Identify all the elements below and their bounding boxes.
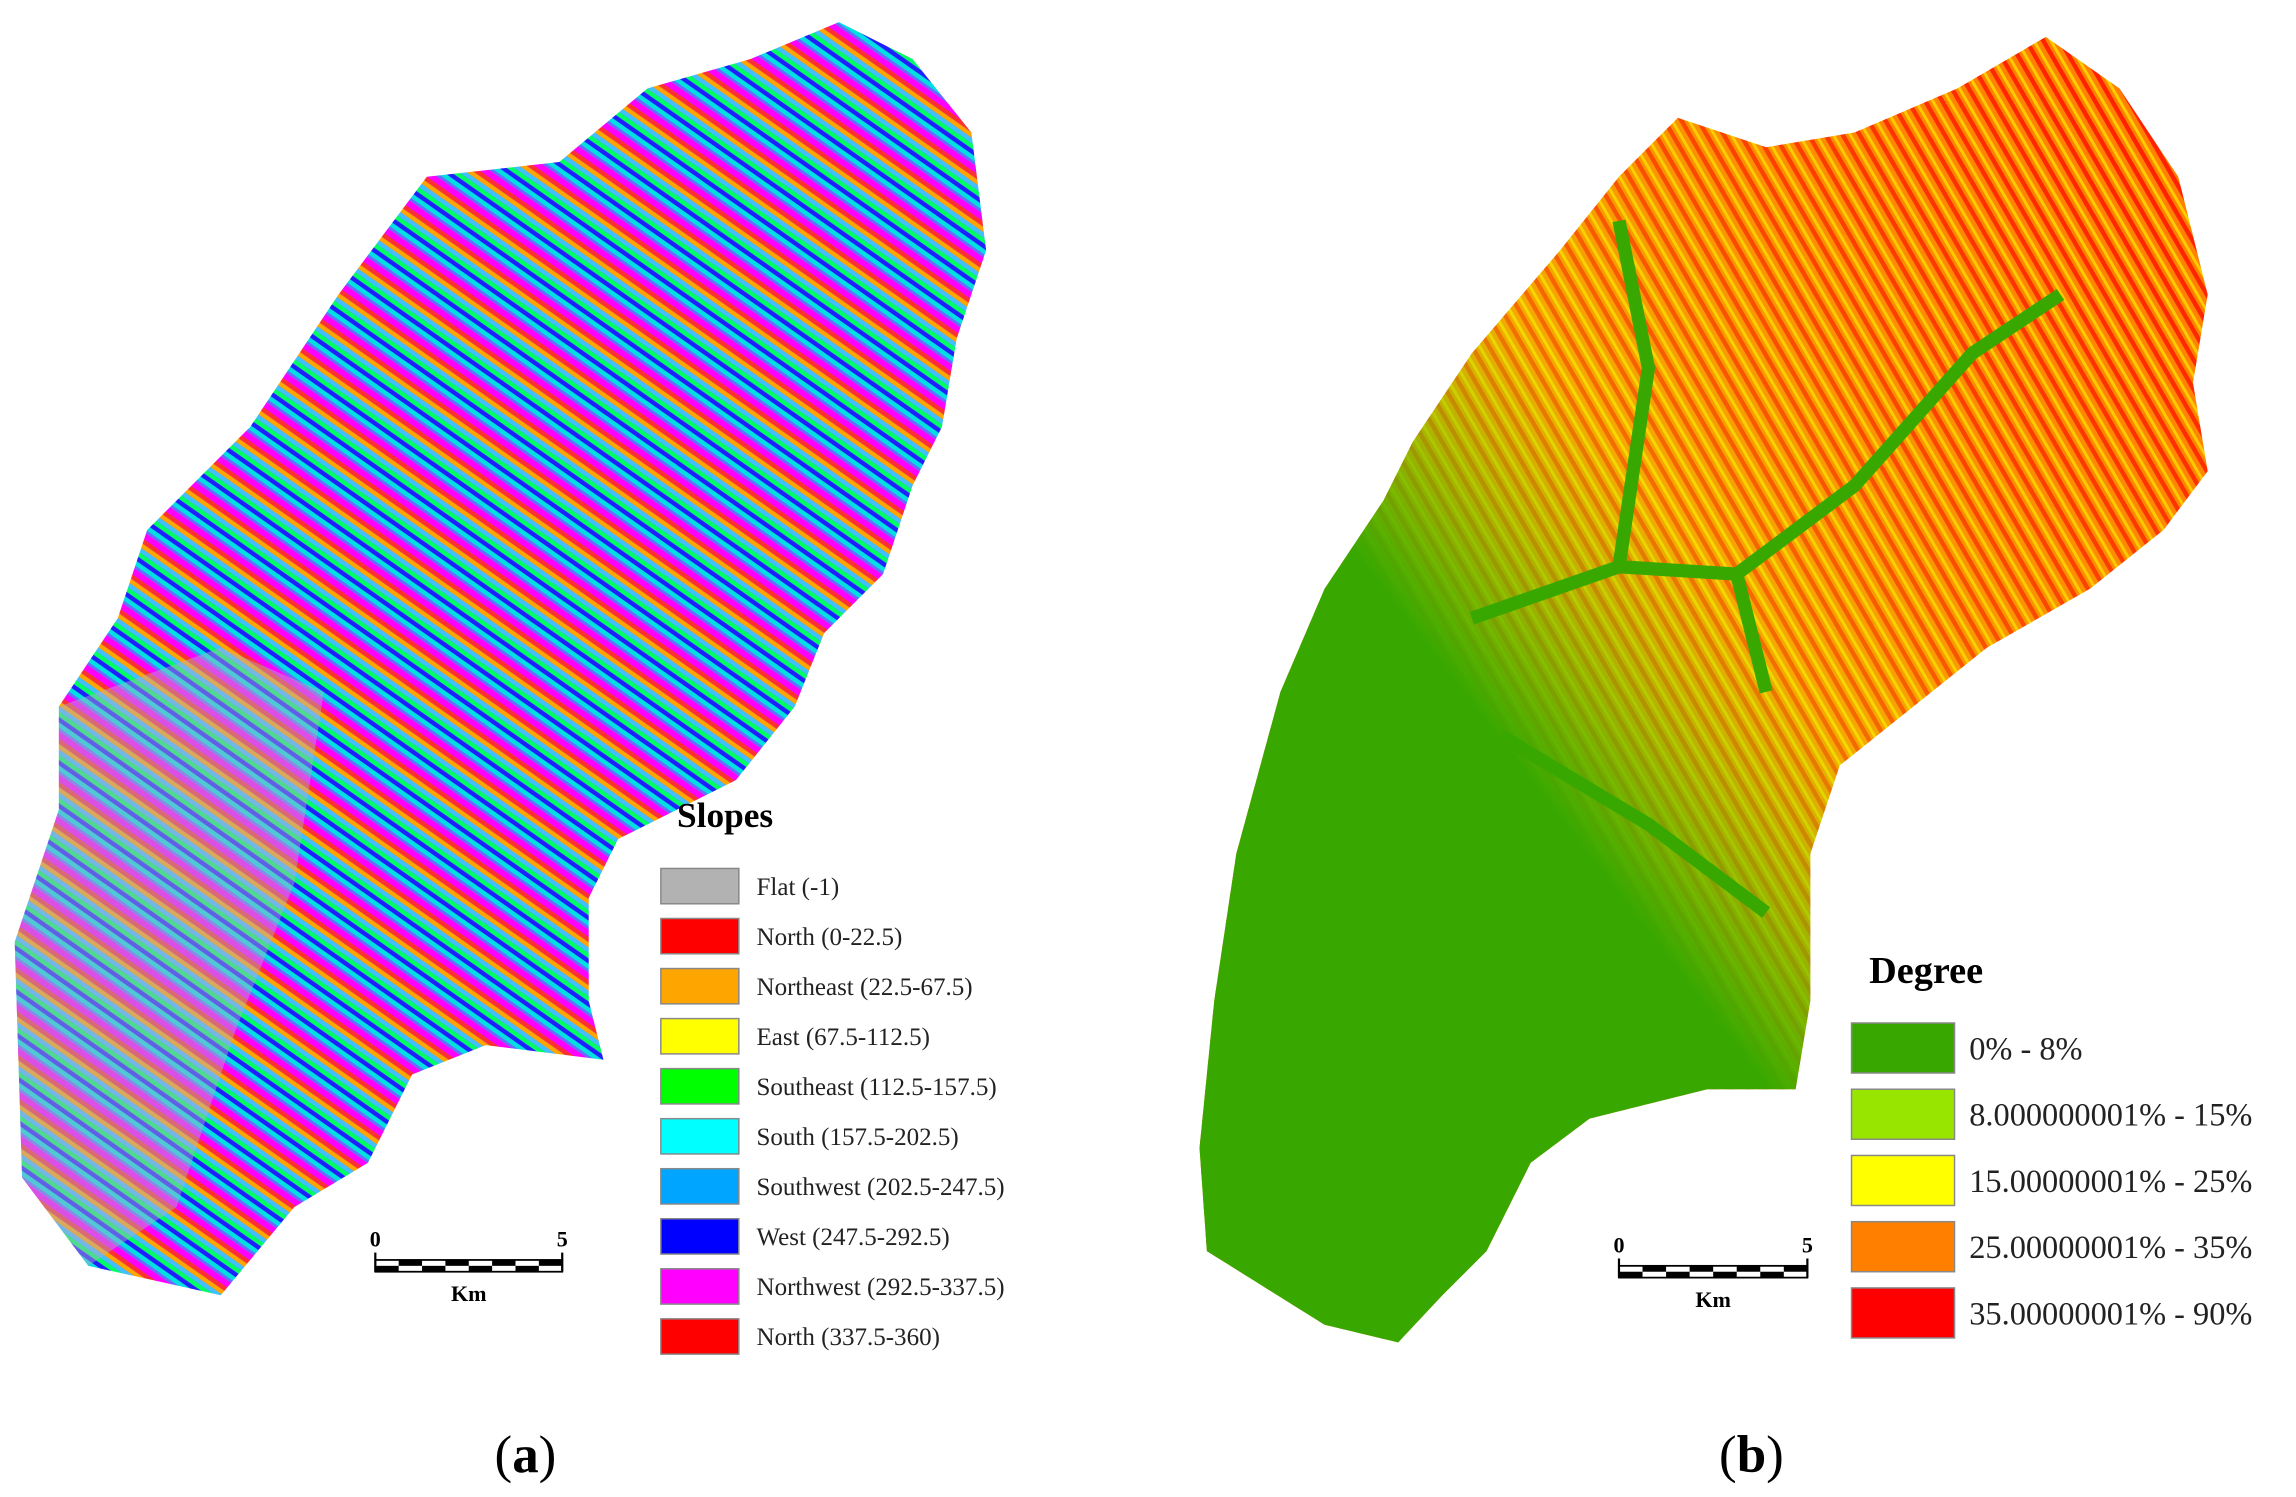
legend-label: Flat (-1)	[757, 874, 840, 901]
legend-label: North (337.5-360)	[757, 1324, 940, 1351]
caption-part: (	[1719, 1426, 1737, 1484]
map-b	[1199, 36, 2208, 1343]
scale-bar-label: 0	[1613, 1233, 1624, 1258]
legend-swatch	[1850, 1022, 1956, 1074]
legend-swatch	[1850, 1154, 1956, 1207]
legend-label: Southwest (202.5-247.5)	[757, 1174, 1005, 1201]
legend-swatch	[1850, 1287, 1956, 1339]
caption: (b)	[1719, 1426, 1784, 1484]
scale-bar-segment	[1642, 1265, 1667, 1272]
scale-bar-segment	[1783, 1265, 1808, 1272]
scale-bar-label: 0	[370, 1227, 381, 1252]
legend-label: West (247.5-292.5)	[757, 1224, 950, 1251]
scale-bar-segment	[1736, 1265, 1761, 1272]
scale-bar-unit: Km	[1695, 1287, 1731, 1312]
caption-part: (	[495, 1426, 513, 1484]
legend-label: Northwest (292.5-337.5)	[757, 1274, 1005, 1301]
legend-swatch	[660, 1318, 740, 1355]
legend-label: 15.00000001% - 25%	[1969, 1164, 2252, 1200]
legend-swatch	[660, 917, 740, 955]
legend-label: North (0-22.5)	[757, 924, 903, 951]
scale-bar-segment	[445, 1259, 469, 1266]
caption-part: )	[1766, 1426, 1784, 1484]
legend-swatch	[660, 1218, 740, 1255]
scale-bar-segment	[538, 1259, 563, 1266]
scale-bar-segment	[1618, 1271, 1643, 1278]
legend-label: East (67.5-112.5)	[757, 1024, 930, 1051]
legend-swatch	[660, 1117, 740, 1155]
legend-label: 0% - 8%	[1969, 1031, 2082, 1067]
legend-swatch	[1850, 1220, 1956, 1273]
legend-swatch	[660, 967, 740, 1005]
map-a	[14, 22, 987, 1296]
caption: (a)	[495, 1426, 557, 1484]
scale-bar-segment	[375, 1265, 399, 1272]
scale-bar-label: 5	[557, 1227, 568, 1252]
legend-swatch	[660, 1017, 740, 1055]
scale-bar-segment	[492, 1259, 516, 1266]
legend-title: Degree	[1869, 950, 1983, 992]
legend-swatch	[660, 1167, 740, 1205]
scale-bar-segment	[1666, 1271, 1690, 1278]
scale-bar-segment	[1713, 1271, 1737, 1278]
scale-bar-unit: Km	[451, 1281, 487, 1306]
legend-label: 8.000000001% - 15%	[1969, 1098, 2252, 1134]
legend-swatch	[1850, 1088, 1956, 1140]
legend-swatch	[660, 867, 740, 905]
legends: Slopes Flat (-1) North (0-22.5) Northeast (…	[370, 796, 2253, 1484]
scale-bar-segment	[1760, 1271, 1784, 1278]
caption-part: b	[1737, 1426, 1766, 1484]
scale-bar-label: 5	[1802, 1233, 1813, 1258]
legend-swatch	[660, 1268, 740, 1305]
legend-label: 35.00000001% - 90%	[1969, 1296, 2252, 1332]
legend-label: 25.00000001% - 35%	[1969, 1230, 2252, 1266]
legend-label: Northeast (22.5-67.5)	[757, 974, 973, 1001]
caption-part: a	[512, 1426, 538, 1484]
caption-part: )	[539, 1426, 557, 1484]
legend-label: Southeast (112.5-157.5)	[757, 1074, 997, 1101]
legend-title: Slopes	[677, 796, 773, 835]
scale-bar-segment	[468, 1265, 493, 1272]
scale-bar-segment	[515, 1265, 539, 1272]
legend-label: South (157.5-202.5)	[757, 1124, 959, 1151]
scale-bar-segment	[398, 1259, 423, 1266]
legend-swatch	[660, 1067, 740, 1105]
scale-bar-segment	[422, 1265, 446, 1272]
scale-bar-segment	[1689, 1265, 1714, 1272]
